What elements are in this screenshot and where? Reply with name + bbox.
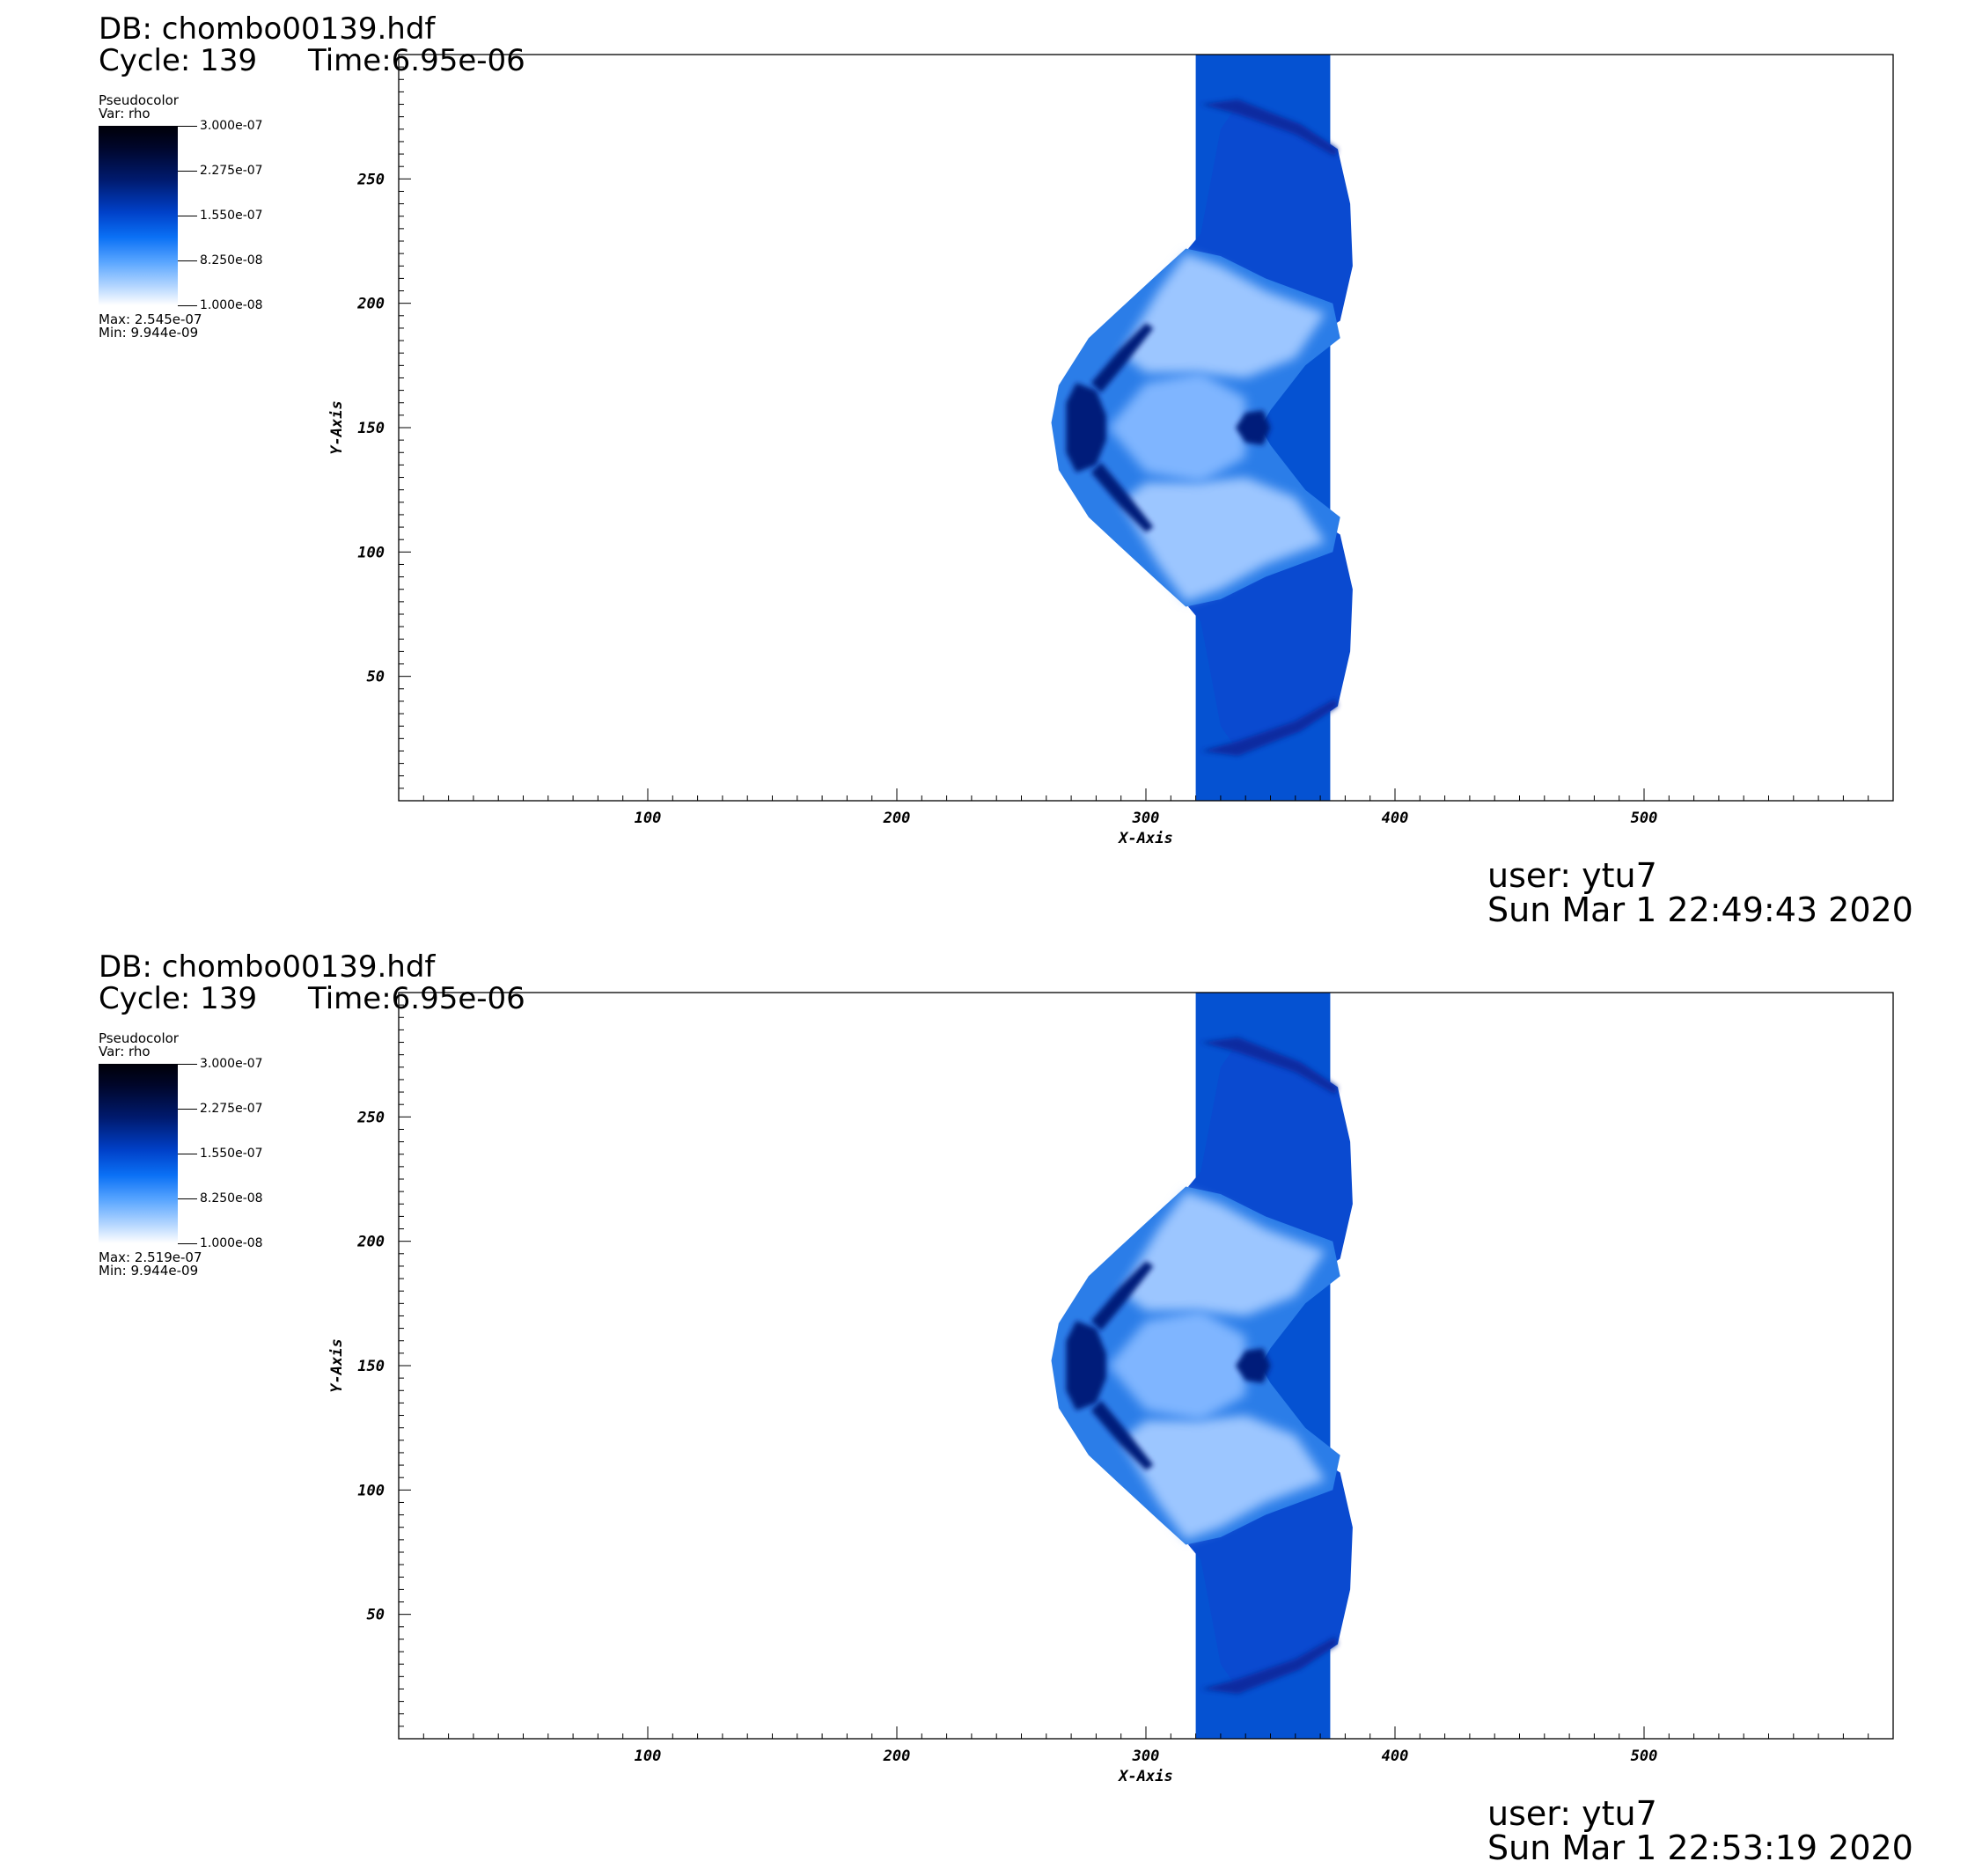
- density-field: [1051, 993, 1353, 1739]
- head-knot: [1066, 1321, 1106, 1411]
- lower-filament: [1090, 1400, 1154, 1470]
- y-tick-label: 50: [367, 1607, 385, 1624]
- y-tick-label: 100: [357, 544, 385, 561]
- center-cavity: [1108, 372, 1246, 483]
- y-tick-label: 100: [357, 1482, 385, 1499]
- colorbar-tick-label: 1.550e-07: [200, 209, 263, 223]
- legend-min: Min: 9.944e-09: [99, 1263, 199, 1279]
- database-label: DB: chombo00139.hdf: [99, 11, 436, 47]
- y-tick-label: 250: [356, 1109, 385, 1126]
- colorbar-tick: [178, 126, 197, 127]
- user-label: user: ytu7: [1487, 1794, 1657, 1833]
- y-tick-label: 200: [356, 296, 385, 313]
- upper-cap: [1200, 1037, 1338, 1095]
- x-tick-label: 500: [1631, 1748, 1658, 1765]
- colorbar-tick: [178, 260, 197, 261]
- colorbar-tick: [178, 305, 197, 306]
- legend-max: Max: 2.519e-07: [99, 1249, 202, 1265]
- colorbar-tick-label: 8.250e-08: [200, 253, 263, 267]
- head-knot: [1066, 383, 1106, 473]
- colorbar-tick: [178, 1109, 197, 1110]
- x-axis-title: X-Axis: [1117, 1768, 1172, 1785]
- axes: [399, 1004, 1869, 1739]
- plot-panel-1: DB: chombo00139.hdf Cycle: 139 Time:6.95…: [99, 11, 1913, 929]
- y-tick-label: 250: [356, 171, 385, 188]
- y-tick-label: 150: [357, 420, 385, 437]
- x-tick-label: 100: [635, 1748, 662, 1765]
- upper-filament: [1090, 1261, 1154, 1331]
- plot-area: 100 200 300 400 500 50 100 150 200 250 X-Axis Y-Axi…: [328, 992, 1894, 1785]
- lower-cap: [1200, 1637, 1338, 1695]
- lower-cavity: [1120, 1415, 1325, 1540]
- user-label: user: ytu7: [1487, 856, 1657, 895]
- x-tick-label: 200: [883, 1748, 911, 1765]
- colorbar-tick: [178, 1243, 197, 1244]
- x-tick-label: 500: [1631, 810, 1658, 827]
- legend-variable: Var: rho: [99, 1044, 151, 1059]
- colorbar-tick-label: 1.000e-08: [200, 298, 263, 312]
- time-label: Time:6.95e-06: [308, 43, 525, 78]
- lower-cap: [1200, 699, 1338, 757]
- legend-max: Max: 2.545e-07: [99, 311, 202, 327]
- legend-min: Min: 9.944e-09: [99, 325, 199, 341]
- colorbar-tick: [178, 171, 197, 172]
- date-label: Sun Mar 1 22:53:19 2020: [1487, 1828, 1913, 1867]
- colorbar-tick-label: 1.550e-07: [200, 1147, 263, 1161]
- plot-panel-2: DB: chombo00139.hdf Cycle: 139 Time:6.95…: [0, 938, 1975, 1876]
- legend-title: Pseudocolor: [99, 92, 179, 108]
- colorbar-tick-label: 3.000e-07: [200, 119, 263, 133]
- colorbar: [99, 1064, 178, 1243]
- colorbar-tick-label: 1.000e-08: [200, 1236, 263, 1250]
- colorbar-tick: [178, 1198, 197, 1199]
- legend-variable: Var: rho: [99, 106, 151, 121]
- upper-cavity: [1120, 253, 1325, 378]
- x-tick-label: 400: [1382, 810, 1409, 827]
- colorbar-tick: [178, 1064, 197, 1065]
- x-tick-label: 300: [1132, 1748, 1160, 1765]
- date-label: Sun Mar 1 22:49:43 2020: [1487, 890, 1913, 929]
- density-field: [1051, 55, 1353, 801]
- upper-cap: [1200, 99, 1338, 157]
- colorbar-tick-label: 8.250e-08: [200, 1191, 263, 1205]
- y-tick-label: 50: [367, 669, 385, 686]
- time-label: Time:6.95e-06: [308, 981, 525, 1016]
- y-axis-title: Y-Axis: [328, 1338, 346, 1392]
- plot-area: 100 200 300 400 500 50 100 150 200 250 X-Axis Y-Axi…: [328, 54, 1894, 847]
- y-tick-label: 200: [356, 1234, 385, 1251]
- x-tick-label: 400: [1382, 1748, 1409, 1765]
- lower-filament: [1090, 462, 1154, 532]
- upper-filament: [1090, 323, 1154, 393]
- database-label: DB: chombo00139.hdf: [99, 949, 436, 985]
- colorbar: [99, 126, 178, 305]
- legend-title: Pseudocolor: [99, 1030, 179, 1046]
- y-axis-title: Y-Axis: [328, 400, 346, 454]
- x-axis-title: X-Axis: [1117, 830, 1172, 847]
- upper-cavity: [1120, 1191, 1325, 1316]
- colorbar-tick-label: 2.275e-07: [200, 1102, 263, 1116]
- cycle-label: Cycle: 139: [99, 981, 258, 1016]
- axes: [399, 66, 1869, 801]
- colorbar-tick-label: 3.000e-07: [200, 1057, 263, 1071]
- colorbar-tick-label: 2.275e-07: [200, 164, 263, 178]
- y-tick-label: 150: [357, 1358, 385, 1375]
- x-tick-label: 300: [1132, 810, 1160, 827]
- center-cavity: [1108, 1310, 1246, 1421]
- jet-knot: [1235, 410, 1271, 445]
- x-tick-label: 200: [883, 810, 911, 827]
- jet-knot: [1235, 1348, 1271, 1383]
- lower-cavity: [1120, 477, 1325, 602]
- cycle-label: Cycle: 139: [99, 43, 258, 78]
- x-tick-label: 100: [635, 810, 662, 827]
